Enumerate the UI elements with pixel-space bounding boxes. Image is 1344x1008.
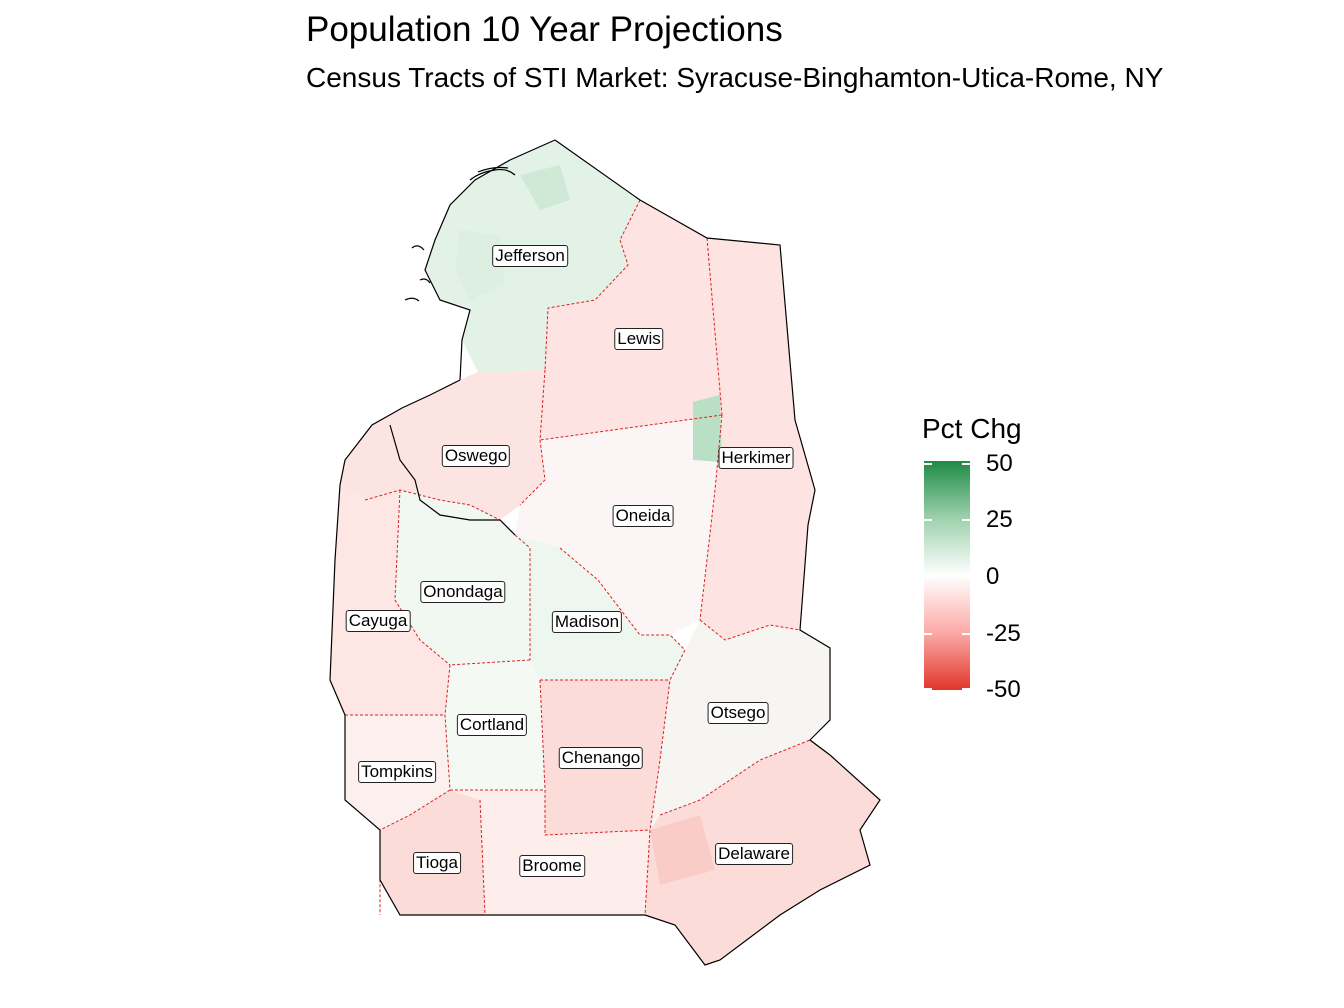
county-label-delaware: Delaware xyxy=(715,843,793,865)
legend-tick xyxy=(962,688,970,690)
legend-tick xyxy=(962,576,970,578)
county-otsego xyxy=(650,620,830,830)
legend-label-0: 0 xyxy=(986,563,1000,590)
county-label-cortland: Cortland xyxy=(456,714,528,736)
border-otsego-west xyxy=(649,649,686,831)
legend-label-neg50: -50 xyxy=(986,676,1021,703)
border-jefferson-lewis xyxy=(544,199,641,371)
border-herkimer-oneida xyxy=(699,414,723,621)
oswego-river-boundary xyxy=(389,424,516,536)
legend-label-50: 50 xyxy=(986,450,1013,477)
county-herkimer xyxy=(700,238,815,640)
tract-jefferson-north xyxy=(520,165,570,210)
county-lewis xyxy=(540,200,722,440)
tract-herkimer-green xyxy=(693,395,722,462)
legend-tick xyxy=(962,633,970,635)
legend-tick xyxy=(962,519,970,521)
legend-color-bar xyxy=(924,461,970,690)
border-madison-south xyxy=(444,659,531,791)
county-madison xyxy=(515,535,685,680)
legend-tick xyxy=(962,463,970,465)
map-subtitle: Census Tracts of STI Market: Syracuse-Bi… xyxy=(306,62,1164,93)
border-oswego-oneida xyxy=(519,369,546,506)
county-label-oswego: Oswego xyxy=(441,445,511,467)
legend-label-neg25: -25 xyxy=(986,620,1021,647)
outline-and-lake-shore xyxy=(329,139,881,966)
county-label-tompkins: Tompkins xyxy=(358,761,436,783)
legend-label-25: 25 xyxy=(986,506,1013,533)
county-label-lewis: Lewis xyxy=(614,328,664,350)
county-label-chenango: Chenango xyxy=(558,747,644,769)
border-cortland-chenango xyxy=(539,679,651,836)
islands xyxy=(404,166,516,302)
legend-title: Pct Chg xyxy=(922,413,1022,444)
border-tioga-broome xyxy=(479,799,486,916)
county-label-onondaga: Onondaga xyxy=(420,581,506,603)
border-lewis-oneida xyxy=(539,414,723,441)
county-broome xyxy=(450,790,650,915)
county-label-broome: Broome xyxy=(519,855,585,877)
tract-delaware-red xyxy=(650,815,715,885)
legend-tick xyxy=(924,576,932,578)
legend-tick xyxy=(924,633,932,635)
county-onondaga xyxy=(395,490,530,665)
border-onondaga-cayuga xyxy=(394,489,451,666)
county-label-cayuga: Cayuga xyxy=(345,610,411,632)
market-outline-east xyxy=(329,139,881,966)
county-label-tioga: Tioga xyxy=(413,852,461,874)
county-fills xyxy=(330,140,880,965)
county-label-oneida: Oneida xyxy=(612,505,674,527)
county-cayuga xyxy=(330,485,450,715)
border-onondaga-madison xyxy=(514,534,531,660)
legend-tick xyxy=(924,463,932,465)
county-label-herkimer: Herkimer xyxy=(718,447,794,469)
green-tract-patches xyxy=(455,165,722,885)
legend-tick xyxy=(924,688,932,690)
legend-tick xyxy=(924,519,932,521)
county-label-jefferson: Jefferson xyxy=(492,245,568,267)
border-broome-delaware xyxy=(644,829,651,916)
border-madison-oneida xyxy=(559,547,686,651)
county-label-otsego: Otsego xyxy=(707,702,769,724)
map-title: Population 10 Year Projections xyxy=(306,10,783,49)
border-otsego-north xyxy=(699,619,801,641)
county-label-madison: Madison xyxy=(551,611,623,633)
